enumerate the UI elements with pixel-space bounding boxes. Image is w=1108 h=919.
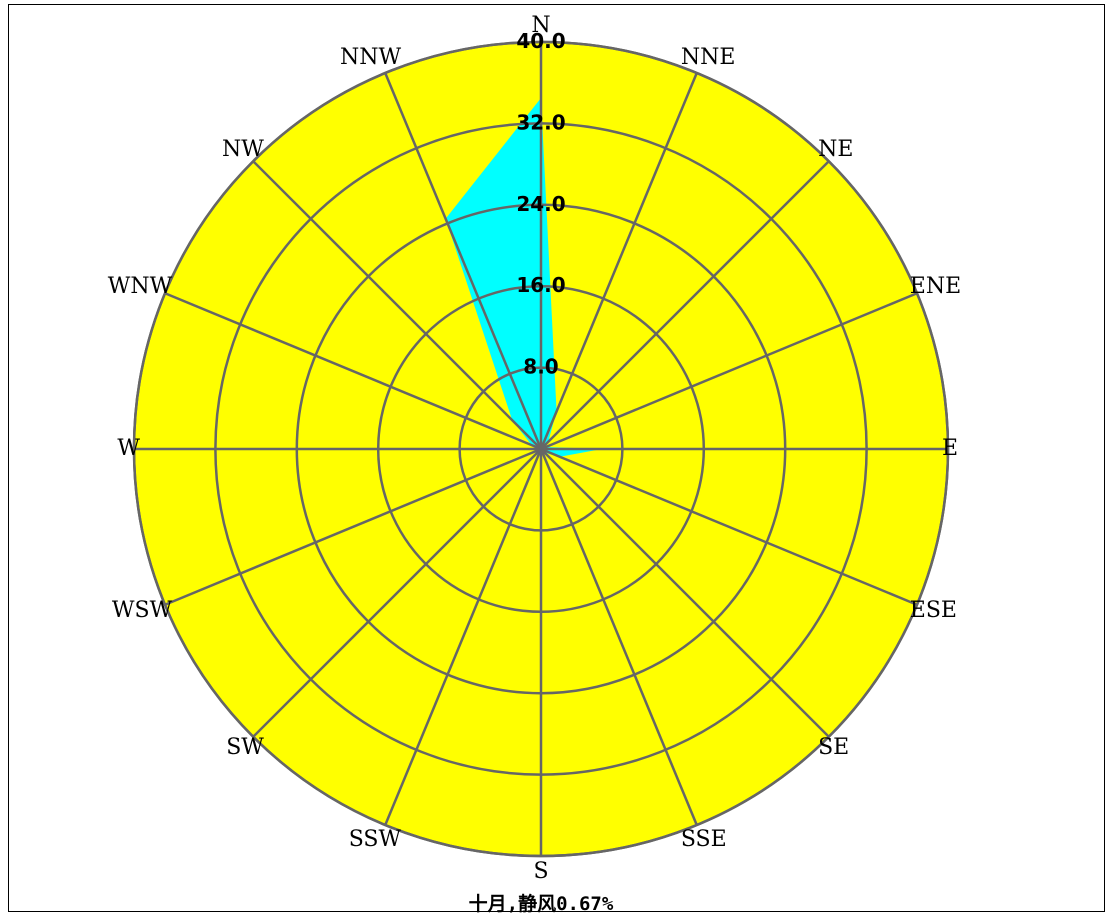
grid-spoke <box>539 448 698 826</box>
grid-spoke <box>252 448 542 738</box>
direction-label: SE <box>818 735 849 760</box>
direction-label: E <box>942 436 958 461</box>
direction-labels: N NNE NE ENE E ESE SE SSE S SSW SW WSW W WNW NW NNW <box>108 13 961 884</box>
direction-label: ENE <box>910 274 961 299</box>
grid-spoke <box>252 160 542 450</box>
direction-label: NW <box>222 137 264 162</box>
grid-spoke <box>539 72 698 450</box>
ring-labels: 8.0 16.0 24.0 32.0 40.0 <box>516 29 565 379</box>
grid-spoke <box>540 448 830 738</box>
direction-label: S <box>533 859 548 884</box>
direction-label: NNE <box>681 45 736 70</box>
grid-spoke <box>540 447 918 606</box>
direction-label: WNW <box>108 274 173 299</box>
wind-frequency-area <box>445 97 603 457</box>
direction-label: NE <box>818 137 853 162</box>
grid-spoke <box>540 292 918 451</box>
direction-label: W <box>117 436 140 461</box>
chart-caption: 十月,静风0.67% <box>469 892 614 915</box>
direction-label: ESE <box>910 598 957 623</box>
direction-label: SSW <box>349 827 402 852</box>
ring-label: 40.0 <box>516 29 565 53</box>
grid-spoke <box>384 72 543 450</box>
ring-label: 32.0 <box>516 110 565 134</box>
grid-spoke <box>540 160 830 450</box>
grid-spoke <box>384 448 543 826</box>
ring-label: 16.0 <box>516 273 565 297</box>
direction-label: SSE <box>681 827 727 852</box>
direction-label: WSW <box>112 598 173 623</box>
direction-label: SW <box>226 735 264 760</box>
grid-spoke <box>164 447 542 606</box>
grid-spoke <box>164 292 542 451</box>
direction-label: N <box>531 13 550 38</box>
ring-label: 8.0 <box>523 355 558 379</box>
ring-label: 24.0 <box>516 192 565 216</box>
polar-grid <box>132 40 950 858</box>
direction-label: NNW <box>340 45 402 70</box>
